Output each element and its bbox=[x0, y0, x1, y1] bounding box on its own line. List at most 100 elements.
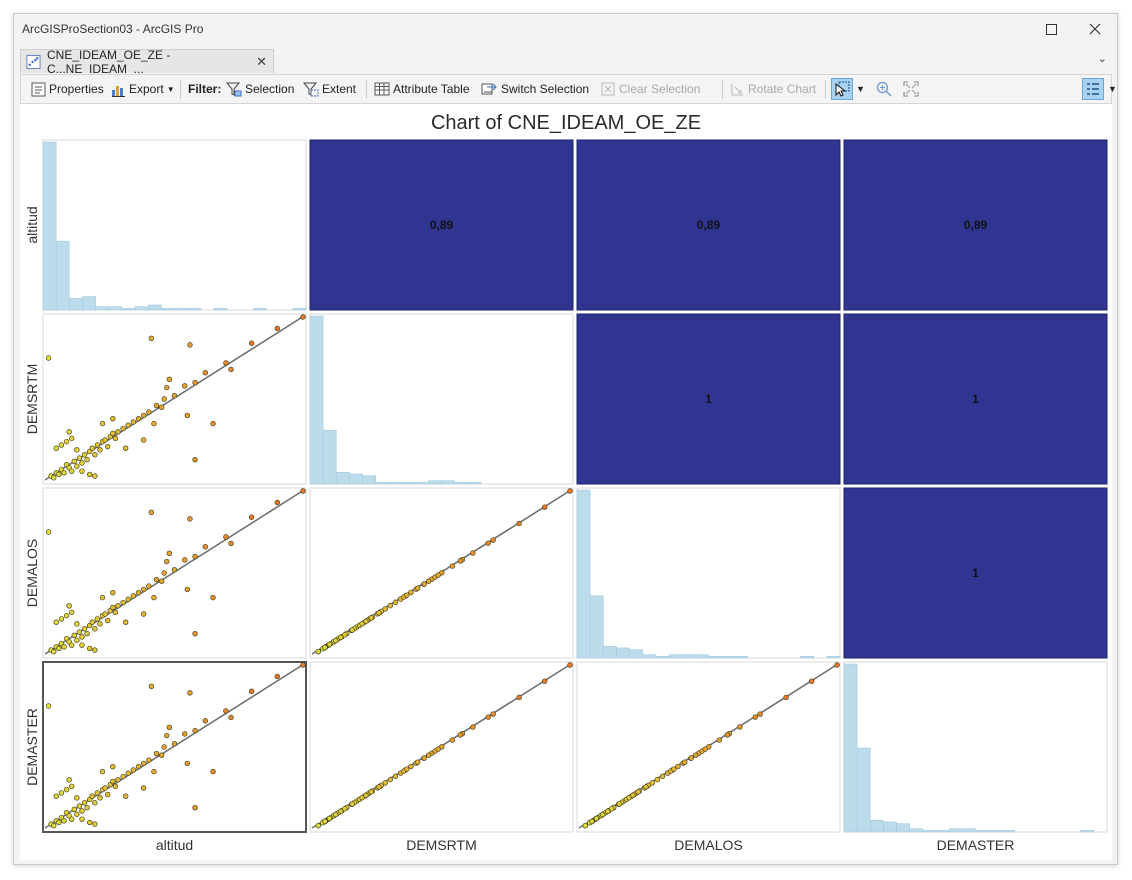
toolbar-divider bbox=[180, 80, 181, 99]
histogram-bar bbox=[603, 645, 617, 659]
scatter-point bbox=[76, 803, 83, 809]
scatter-point bbox=[112, 435, 119, 442]
filter-extent-icon bbox=[303, 82, 319, 96]
scatter-point bbox=[151, 768, 157, 775]
histogram-bar bbox=[147, 304, 162, 311]
scatter-point bbox=[92, 821, 98, 827]
legend-dropdown-icon[interactable]: ▼ bbox=[1108, 84, 1117, 94]
scatter-point bbox=[187, 342, 193, 348]
scatter-point bbox=[368, 615, 374, 621]
scatter-point bbox=[61, 818, 67, 824]
scatter-point bbox=[404, 592, 410, 598]
scatter-point bbox=[86, 819, 93, 826]
scatter-point bbox=[66, 777, 72, 783]
histogram-bar bbox=[589, 595, 604, 659]
scatter-point bbox=[166, 550, 173, 557]
scatter-point bbox=[94, 616, 101, 622]
scatter-point bbox=[68, 609, 75, 616]
zoom-in-icon bbox=[876, 81, 892, 97]
histogram-bar bbox=[388, 482, 403, 485]
scatter-point bbox=[192, 553, 198, 560]
scatter-point bbox=[671, 766, 677, 772]
scatter-point bbox=[112, 609, 119, 616]
scatter-point bbox=[74, 621, 80, 627]
scatter-point bbox=[45, 355, 52, 361]
x-axis-label: DEMSRTM bbox=[406, 837, 477, 853]
scatter-point bbox=[81, 452, 88, 458]
correlation-value: 1 bbox=[705, 392, 712, 406]
scatter-point bbox=[45, 703, 52, 709]
scatter-point bbox=[171, 393, 178, 399]
scatter-point bbox=[110, 589, 116, 596]
tab-chart[interactable]: CNE_IDEAM_OE_ZE - C...NE_IDEAM_... ✕ bbox=[20, 48, 274, 76]
maximize-button[interactable] bbox=[1037, 18, 1065, 40]
tab-close-icon[interactable]: ✕ bbox=[256, 53, 267, 69]
scatter-point bbox=[192, 379, 198, 386]
scatter-point bbox=[457, 558, 464, 564]
switch-selection-button[interactable]: Switch Selection bbox=[481, 75, 589, 103]
histogram-bar bbox=[843, 663, 858, 833]
correlation-cell bbox=[843, 487, 1108, 659]
filter-selection-button[interactable]: Selection bbox=[226, 75, 294, 103]
attribute-table-button[interactable]: Attribute Table bbox=[374, 75, 470, 103]
full-extent-button[interactable] bbox=[903, 75, 922, 103]
scatter-point bbox=[104, 617, 111, 624]
histogram-bar bbox=[800, 656, 814, 659]
chart-view[interactable]: Chart of CNE_IDEAM_OE_ZE 0,89 0,89 0,89 1 1 1… bbox=[20, 104, 1112, 860]
histogram-bar bbox=[1080, 830, 1095, 833]
histogram-bar bbox=[401, 482, 416, 485]
scatter-point bbox=[92, 626, 98, 632]
scatter-matrix[interactable]: 0,89 0,89 0,89 1 1 1 altitud altitud DEMSRTM DEMS… bbox=[20, 104, 1112, 860]
scatter-point bbox=[53, 793, 59, 799]
scatter-point bbox=[74, 811, 80, 817]
scatter-point bbox=[300, 314, 306, 320]
zoom-in-button[interactable] bbox=[876, 75, 895, 103]
histogram-bar bbox=[668, 654, 683, 659]
scatter-point bbox=[130, 419, 137, 425]
scatter-point bbox=[122, 793, 129, 799]
scatter-point bbox=[363, 618, 369, 624]
scatter-point bbox=[315, 822, 321, 829]
x-axis-label: DEMALOS bbox=[674, 837, 742, 853]
tab-overflow-chevron-icon[interactable]: ⌄ bbox=[1097, 53, 1107, 65]
histogram-bar bbox=[187, 308, 202, 311]
scatter-point bbox=[161, 744, 167, 750]
scatter-point bbox=[228, 540, 234, 547]
filter-selection-icon bbox=[226, 82, 242, 96]
clear-selection-button[interactable]: Clear Selection bbox=[601, 75, 700, 103]
scatter-point bbox=[470, 724, 476, 730]
scatter-point bbox=[63, 438, 70, 445]
scatter-point bbox=[425, 578, 432, 584]
scatter-point bbox=[682, 759, 688, 765]
scatter-point bbox=[130, 593, 137, 599]
scatter-point bbox=[81, 800, 88, 806]
histogram-bar bbox=[375, 482, 390, 485]
scatter-point bbox=[387, 776, 394, 783]
select-tool-dropdown-icon[interactable]: ▼ bbox=[856, 84, 865, 94]
scatter-point bbox=[184, 586, 191, 593]
properties-icon bbox=[31, 82, 46, 96]
scatter-point bbox=[228, 714, 234, 721]
table-icon bbox=[374, 82, 390, 96]
scatter-point bbox=[435, 746, 441, 752]
histogram-bar bbox=[428, 480, 442, 485]
plot-cell bbox=[309, 313, 574, 485]
export-dropdown-icon: ▼ bbox=[166, 84, 175, 94]
scatter-point bbox=[151, 420, 157, 427]
scatter-point bbox=[421, 755, 427, 761]
scatter-point bbox=[326, 641, 333, 648]
scatter-point bbox=[223, 360, 229, 366]
select-tool-button[interactable] bbox=[831, 78, 853, 100]
scatter-point bbox=[164, 732, 170, 739]
export-button[interactable]: Export ▼ bbox=[111, 75, 175, 103]
scatter-point bbox=[94, 790, 101, 796]
legend-toggle-button[interactable] bbox=[1082, 78, 1104, 100]
close-window-button[interactable] bbox=[1081, 18, 1109, 40]
rotate-chart-button[interactable]: Rotate Chart bbox=[730, 75, 816, 103]
scatter-point bbox=[146, 583, 152, 589]
properties-button[interactable]: Properties bbox=[31, 75, 104, 103]
histogram-bar bbox=[922, 830, 937, 833]
toolbar-divider bbox=[366, 80, 367, 99]
filter-extent-button[interactable]: Extent bbox=[303, 75, 356, 103]
scatter-point bbox=[102, 611, 108, 617]
